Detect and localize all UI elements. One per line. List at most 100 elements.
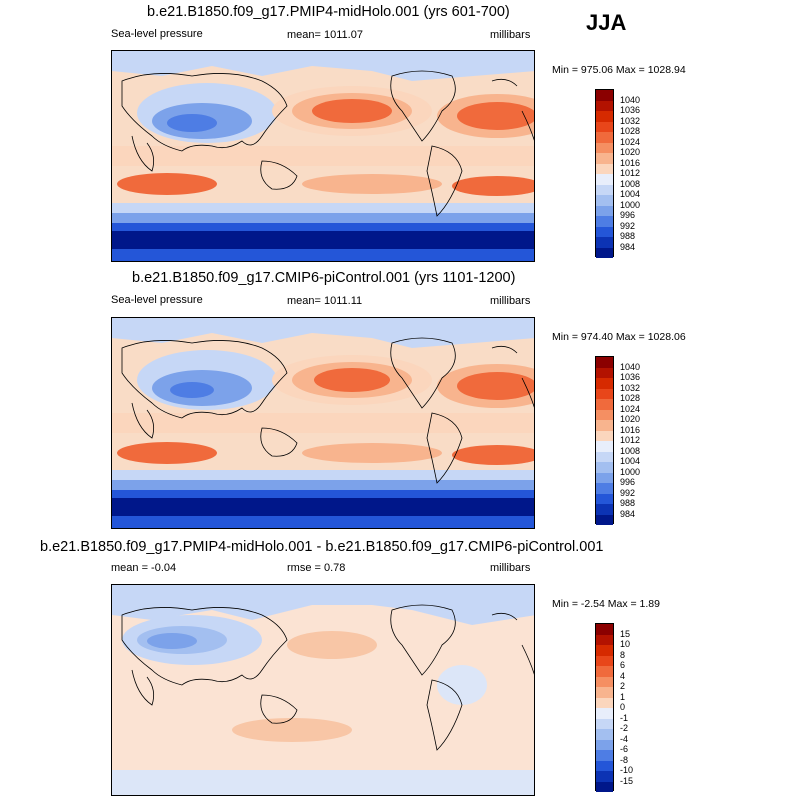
panel1-minmax: Min = 975.06 Max = 1028.94 bbox=[552, 64, 686, 76]
colorbar-swatch bbox=[596, 185, 613, 196]
colorbar-label: 1000 bbox=[620, 200, 640, 210]
colorbar-swatch bbox=[596, 494, 613, 505]
colorbar-label: 988 bbox=[620, 231, 635, 241]
colorbar-swatch bbox=[596, 698, 613, 709]
colorbar-swatch bbox=[596, 635, 613, 646]
colorbar-label: 1020 bbox=[620, 147, 640, 157]
colorbar-swatch bbox=[596, 761, 613, 772]
colorbar-swatch bbox=[596, 504, 613, 515]
southern-negative-band bbox=[112, 770, 535, 796]
colorbar-label: 1028 bbox=[620, 393, 640, 403]
panel3-minmax: Min = -2.54 Max = 1.89 bbox=[552, 598, 660, 610]
colorbar-swatch bbox=[596, 153, 613, 164]
colorbar-swatch bbox=[596, 462, 613, 473]
colorbar-swatch bbox=[596, 431, 613, 442]
colorbar-label: 1020 bbox=[620, 414, 640, 424]
panel3-mean-label: mean = -0.04 bbox=[111, 562, 176, 574]
sh-high-pacific bbox=[302, 174, 442, 194]
colorbar-label: 1004 bbox=[620, 456, 640, 466]
panel2-map bbox=[111, 317, 535, 529]
colorbar-swatch bbox=[596, 624, 613, 635]
colorbar-swatch bbox=[596, 399, 613, 410]
colorbar-label: -4 bbox=[620, 734, 628, 744]
colorbar-label: 4 bbox=[620, 671, 625, 681]
colorbar-swatch bbox=[596, 420, 613, 431]
panel2-units-label: millibars bbox=[490, 295, 530, 307]
natl-high-core bbox=[457, 102, 535, 130]
colorbar-swatch bbox=[596, 687, 613, 698]
colorbar-swatch bbox=[596, 227, 613, 238]
so-band-2 bbox=[112, 480, 535, 490]
colorbar-label: 996 bbox=[620, 477, 635, 487]
colorbar-swatch bbox=[596, 101, 613, 112]
colorbar-swatch bbox=[596, 719, 613, 730]
panel3-units-label: millibars bbox=[490, 562, 530, 574]
colorbar-swatch bbox=[596, 389, 613, 400]
colorbar-swatch bbox=[596, 122, 613, 133]
asian-low-core bbox=[167, 114, 217, 132]
so-band-2 bbox=[112, 213, 535, 223]
natl-high-core bbox=[457, 372, 535, 400]
panel2-colorbar bbox=[595, 356, 614, 524]
panel1-colorbar bbox=[595, 89, 614, 257]
colorbar-label: 1024 bbox=[620, 404, 640, 414]
colorbar-swatch bbox=[596, 740, 613, 751]
colorbar-swatch bbox=[596, 708, 613, 719]
panel2-minmax: Min = 974.40 Max = 1028.06 bbox=[552, 331, 686, 343]
colorbar-label: 1024 bbox=[620, 137, 640, 147]
colorbar-label: 1 bbox=[620, 692, 625, 702]
colorbar-label: -10 bbox=[620, 765, 633, 775]
colorbar-swatch bbox=[596, 410, 613, 421]
so-band-4 bbox=[112, 498, 535, 516]
colorbar-swatch bbox=[596, 515, 613, 526]
colorbar-label: 1012 bbox=[620, 435, 640, 445]
colorbar-swatch bbox=[596, 143, 613, 154]
panel1-mean-label: mean= 1011.07 bbox=[287, 29, 363, 41]
panel2-variable-label: Sea-level pressure bbox=[111, 294, 203, 306]
colorbar-swatch bbox=[596, 357, 613, 368]
colorbar-label: -2 bbox=[620, 723, 628, 733]
so-band-3 bbox=[112, 223, 535, 231]
asian-low-core bbox=[170, 382, 214, 398]
colorbar-label: 10 bbox=[620, 639, 630, 649]
npac-high-core bbox=[312, 99, 392, 123]
colorbar-swatch bbox=[596, 750, 613, 761]
so-band-1 bbox=[112, 470, 535, 480]
colorbar-swatch bbox=[596, 216, 613, 227]
colorbar-swatch bbox=[596, 195, 613, 206]
so-band-1 bbox=[112, 203, 535, 213]
panel3-colorbar bbox=[595, 623, 614, 791]
colorbar-label: 1008 bbox=[620, 179, 640, 189]
panel3-rmse-label: rmse = 0.78 bbox=[287, 562, 345, 574]
colorbar-label: 1040 bbox=[620, 95, 640, 105]
colorbar-label: 1016 bbox=[620, 158, 640, 168]
colorbar-swatch bbox=[596, 729, 613, 740]
so-band-3 bbox=[112, 490, 535, 498]
colorbar-swatch bbox=[596, 771, 613, 782]
panel1-variable-label: Sea-level pressure bbox=[111, 28, 203, 40]
colorbar-label: 1032 bbox=[620, 116, 640, 126]
panel3-title: b.e21.B1850.f09_g17.PMIP4-midHolo.001 - … bbox=[40, 539, 603, 555]
colorbar-label: 0 bbox=[620, 702, 625, 712]
colorbar-swatch bbox=[596, 677, 613, 688]
colorbar-label: 1032 bbox=[620, 383, 640, 393]
sh-high-indian bbox=[117, 173, 217, 195]
colorbar-label: -1 bbox=[620, 713, 628, 723]
colorbar-label: 996 bbox=[620, 210, 635, 220]
colorbar-label: 1016 bbox=[620, 425, 640, 435]
npac-positive-region bbox=[287, 631, 377, 659]
colorbar-swatch bbox=[596, 111, 613, 122]
colorbar-label: 1000 bbox=[620, 467, 640, 477]
panel2-mean-label: mean= 1011.11 bbox=[287, 295, 362, 307]
colorbar-label: 984 bbox=[620, 509, 635, 519]
colorbar-swatch bbox=[596, 378, 613, 389]
asia-negative-core bbox=[147, 633, 197, 649]
colorbar-label: -8 bbox=[620, 755, 628, 765]
colorbar-swatch bbox=[596, 483, 613, 494]
panel2-title: b.e21.B1850.f09_g17.CMIP6-piControl.001 … bbox=[132, 270, 515, 286]
colorbar-swatch bbox=[596, 237, 613, 248]
colorbar-label: 1028 bbox=[620, 126, 640, 136]
colorbar-label: 2 bbox=[620, 681, 625, 691]
colorbar-label: 1008 bbox=[620, 446, 640, 456]
colorbar-swatch bbox=[596, 90, 613, 101]
